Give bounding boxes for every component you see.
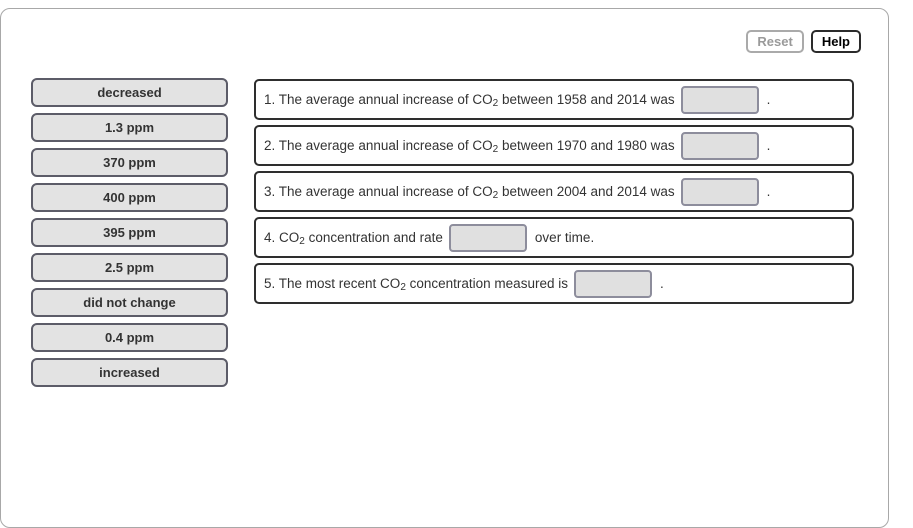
word-bank-chip-1-3-ppm[interactable]: 1.3 ppm — [31, 113, 228, 142]
word-bank-chip-370-ppm[interactable]: 370 ppm — [31, 148, 228, 177]
statement-1-text: 1. The average annual increase of CO — [264, 92, 493, 107]
statement-2-text-mid: between 1970 and 1980 was — [498, 138, 675, 153]
help-button[interactable]: Help — [810, 30, 861, 53]
statement-3-subscript: 2 — [492, 190, 499, 201]
statement-1-text-mid: between 1958 and 2014 was — [498, 92, 675, 107]
statement-2: 2. The average annual increase of CO 2 be… — [254, 125, 854, 166]
word-bank-chip-395-ppm[interactable]: 395 ppm — [31, 218, 228, 247]
word-bank: decreased 1.3 ppm 370 ppm 400 ppm 395 pp… — [31, 78, 228, 387]
statement-2-text-post: . — [766, 138, 771, 153]
statement-5-subscript: 2 — [400, 282, 406, 293]
statement-3-text-post: . — [766, 184, 771, 199]
statement-1-subscript: 2 — [492, 98, 499, 109]
statement-3: 3. The average annual increase of CO 2 be… — [254, 171, 854, 212]
word-bank-chip-2-5-ppm[interactable]: 2.5 ppm — [31, 253, 228, 282]
statement-5-text-post: . — [659, 276, 664, 291]
statement-5: 5. The most recent CO 2 concentration mea… — [254, 263, 854, 304]
word-bank-chip-400-ppm[interactable]: 400 ppm — [31, 183, 228, 212]
statement-4-text: 4. CO — [264, 230, 300, 245]
statement-3-text-mid: between 2004 and 2014 was — [498, 184, 675, 199]
statement-4-subscript: 2 — [299, 236, 305, 247]
statement-5-drop-zone[interactable] — [573, 269, 652, 298]
toolbar: Reset Help — [746, 30, 861, 53]
statement-4-text-post: over time. — [534, 230, 595, 245]
word-bank-chip-0-4-ppm[interactable]: 0.4 ppm — [31, 323, 228, 352]
statement-2-drop-zone[interactable] — [680, 131, 759, 160]
word-bank-chip-did-not-change[interactable]: did not change — [31, 288, 228, 317]
statement-1-drop-zone[interactable] — [680, 85, 759, 114]
statement-4-text-mid: concentration and rate — [304, 230, 443, 245]
statement-4-drop-zone[interactable] — [448, 223, 527, 252]
statement-4: 4. CO 2 concentration and rate over time. — [254, 217, 854, 258]
statement-2-subscript: 2 — [492, 144, 499, 155]
statement-5-text: 5. The most recent CO — [264, 276, 401, 291]
statement-1-text-post: . — [766, 92, 771, 107]
statement-3-text: 3. The average annual increase of CO — [264, 184, 493, 199]
statement-2-text: 2. The average annual increase of CO — [264, 138, 493, 153]
statement-5-text-mid: concentration measured is — [405, 276, 568, 291]
statements-list: 1. The average annual increase of CO 2 be… — [254, 79, 854, 304]
quiz-panel: Reset Help decreased 1.3 ppm 370 ppm 400… — [0, 8, 889, 528]
word-bank-chip-decreased[interactable]: decreased — [31, 78, 228, 107]
statement-1: 1. The average annual increase of CO 2 be… — [254, 79, 854, 120]
statement-3-drop-zone[interactable] — [680, 177, 759, 206]
reset-button[interactable]: Reset — [746, 30, 804, 53]
word-bank-chip-increased[interactable]: increased — [31, 358, 228, 387]
